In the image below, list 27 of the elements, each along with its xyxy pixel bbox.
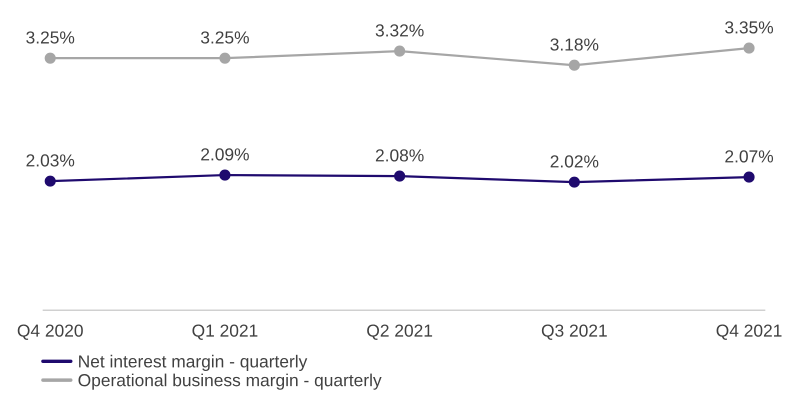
x-tick-label: Q4 2021: [716, 324, 782, 340]
data-label: 3.35%: [725, 21, 774, 34]
x-tick-label: Q2 2021: [367, 324, 432, 340]
data-label: 2.09%: [201, 148, 249, 161]
data-label: 2.03%: [26, 154, 74, 167]
point: [744, 172, 755, 183]
data-label: 3.25%: [200, 31, 249, 44]
data-label: 2.02%: [550, 155, 598, 168]
data-label: 3.32%: [376, 24, 424, 37]
point: [394, 170, 406, 182]
point: [744, 42, 755, 54]
x-tick-label: Q1 2021: [192, 324, 258, 340]
data-label: 3.18%: [550, 38, 598, 51]
point: [394, 46, 406, 57]
data-label: 3.25%: [26, 31, 74, 44]
x-tick-label: Q4 2020: [18, 324, 83, 340]
point: [219, 170, 230, 181]
legend-label: Net interest margin - quarterly: [79, 354, 308, 371]
legend-label: Operational business margin - quarterly: [78, 374, 382, 390]
data-label: 2.08%: [376, 149, 424, 162]
point: [568, 60, 580, 71]
x-tick-label: Q3 2021: [542, 324, 607, 340]
point: [44, 52, 56, 64]
point: [219, 52, 230, 64]
point: [568, 176, 580, 188]
data-label: 2.07%: [725, 150, 774, 163]
point: [44, 176, 56, 187]
